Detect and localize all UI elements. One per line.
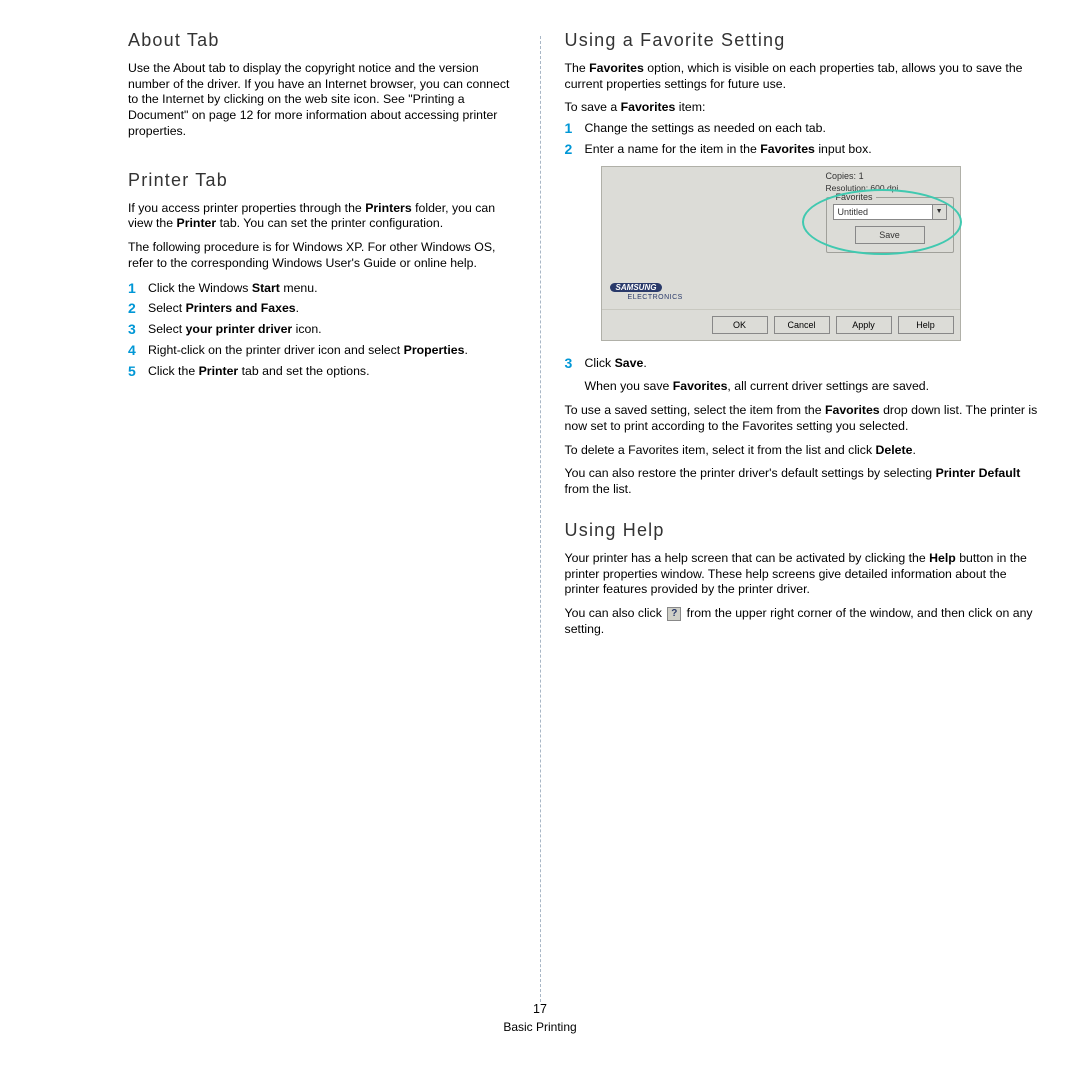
- fav-body3: To use a saved setting, select the item …: [565, 403, 1044, 434]
- favorites-group-label: Favorites: [833, 192, 876, 202]
- screenshot-preview-area: [602, 167, 820, 277]
- page: About Tab Use the About tab to display t…: [0, 0, 1080, 1080]
- favorites-save-button[interactable]: Save: [855, 226, 925, 244]
- cancel-button[interactable]: Cancel: [774, 316, 830, 334]
- favorites-dropdown[interactable]: Untitled ▼: [833, 204, 947, 220]
- fav-step-3: 3Click Save.: [565, 355, 1044, 372]
- list-item: 2Select Printers and Faxes.: [128, 300, 520, 317]
- page-number: 17: [0, 1002, 1080, 1016]
- screenshot-top: Copies: 1 Resolution: 600 dpi Favorites …: [602, 167, 960, 277]
- left-column: About Tab Use the About tab to display t…: [0, 30, 540, 1002]
- list-item: 3Select your printer driver icon.: [128, 321, 520, 338]
- about-tab-heading: About Tab: [128, 30, 520, 51]
- step-text: Select your printer driver icon.: [148, 321, 322, 338]
- step-text: Change the settings as needed on each ta…: [585, 120, 826, 137]
- brand-row: SAMSUNG ELECTRONICS: [602, 277, 960, 309]
- printer-tab-body2: The following procedure is for Windows X…: [128, 240, 520, 271]
- step-number: 5: [128, 363, 148, 379]
- favorite-setting-heading: Using a Favorite Setting: [565, 30, 1044, 51]
- printer-tab-heading: Printer Tab: [128, 170, 520, 191]
- text: If you access printer properties through…: [128, 201, 365, 215]
- list-item: 4Right-click on the printer driver icon …: [128, 342, 520, 359]
- step-number: 3: [565, 355, 585, 371]
- about-tab-body: Use the About tab to display the copyrig…: [128, 61, 520, 140]
- bold-printer: Printer: [177, 216, 217, 230]
- step-number: 3: [128, 321, 148, 337]
- step-number: 4: [128, 342, 148, 358]
- step-text: Right-click on the printer driver icon a…: [148, 342, 468, 359]
- ok-button[interactable]: OK: [712, 316, 768, 334]
- printer-tab-steps: 1Click the Windows Start menu. 2Select P…: [128, 280, 520, 380]
- list-item: 1Change the settings as needed on each t…: [565, 120, 1044, 137]
- help-body1: Your printer has a help screen that can …: [565, 551, 1044, 598]
- list-item: 3Click Save.: [565, 355, 1044, 372]
- page-footer: 17 Basic Printing: [0, 1002, 1080, 1080]
- printer-tab-body1: If you access printer properties through…: [128, 201, 520, 232]
- bold-printers: Printers: [365, 201, 411, 215]
- step-text: Select Printers and Faxes.: [148, 300, 299, 317]
- question-icon[interactable]: ?: [667, 607, 681, 621]
- step-text: Click Save.: [585, 355, 647, 372]
- step-text: Click the Printer tab and set the option…: [148, 363, 369, 380]
- list-item: 5Click the Printer tab and set the optio…: [128, 363, 520, 380]
- text: tab. You can set the printer configurati…: [216, 216, 443, 230]
- step-number: 2: [565, 141, 585, 157]
- brand-logo: SAMSUNG: [610, 283, 663, 292]
- using-help-heading: Using Help: [565, 520, 1044, 541]
- two-column-layout: About Tab Use the About tab to display t…: [0, 0, 1080, 1002]
- brand-sub: ELECTRONICS: [628, 294, 683, 301]
- fav-step3-sub: When you save Favorites, all current dri…: [565, 379, 1044, 395]
- favorites-input-value: Untitled: [838, 207, 869, 217]
- apply-button[interactable]: Apply: [836, 316, 892, 334]
- screenshot-side-panel: Copies: 1 Resolution: 600 dpi Favorites …: [820, 167, 960, 277]
- fav-steps-1-2: 1Change the settings as needed on each t…: [565, 120, 1044, 157]
- favorites-group: Favorites Untitled ▼ Save: [826, 197, 954, 253]
- chevron-down-icon[interactable]: ▼: [932, 205, 946, 219]
- step-text: Click the Windows Start menu.: [148, 280, 318, 297]
- dialog-button-row: OK Cancel Apply Help: [602, 309, 960, 340]
- fav-body5: You can also restore the printer driver'…: [565, 466, 1044, 497]
- fav-body2: To save a Favorites item:: [565, 100, 1044, 116]
- copies-label: Copies: 1: [826, 171, 954, 181]
- step-number: 2: [128, 300, 148, 316]
- help-button[interactable]: Help: [898, 316, 954, 334]
- page-section-name: Basic Printing: [0, 1020, 1080, 1034]
- list-item: 2Enter a name for the item in the Favori…: [565, 141, 1044, 158]
- right-column: Using a Favorite Setting The Favorites o…: [541, 30, 1080, 1002]
- step-number: 1: [565, 120, 585, 136]
- step-number: 1: [128, 280, 148, 296]
- step-text: Enter a name for the item in the Favorit…: [585, 141, 872, 158]
- fav-body4: To delete a Favorites item, select it fr…: [565, 443, 1044, 459]
- fav-body1: The Favorites option, which is visible o…: [565, 61, 1044, 92]
- list-item: 1Click the Windows Start menu.: [128, 280, 520, 297]
- help-body2: You can also click ? from the upper righ…: [565, 606, 1044, 637]
- favorites-screenshot: Copies: 1 Resolution: 600 dpi Favorites …: [601, 166, 961, 341]
